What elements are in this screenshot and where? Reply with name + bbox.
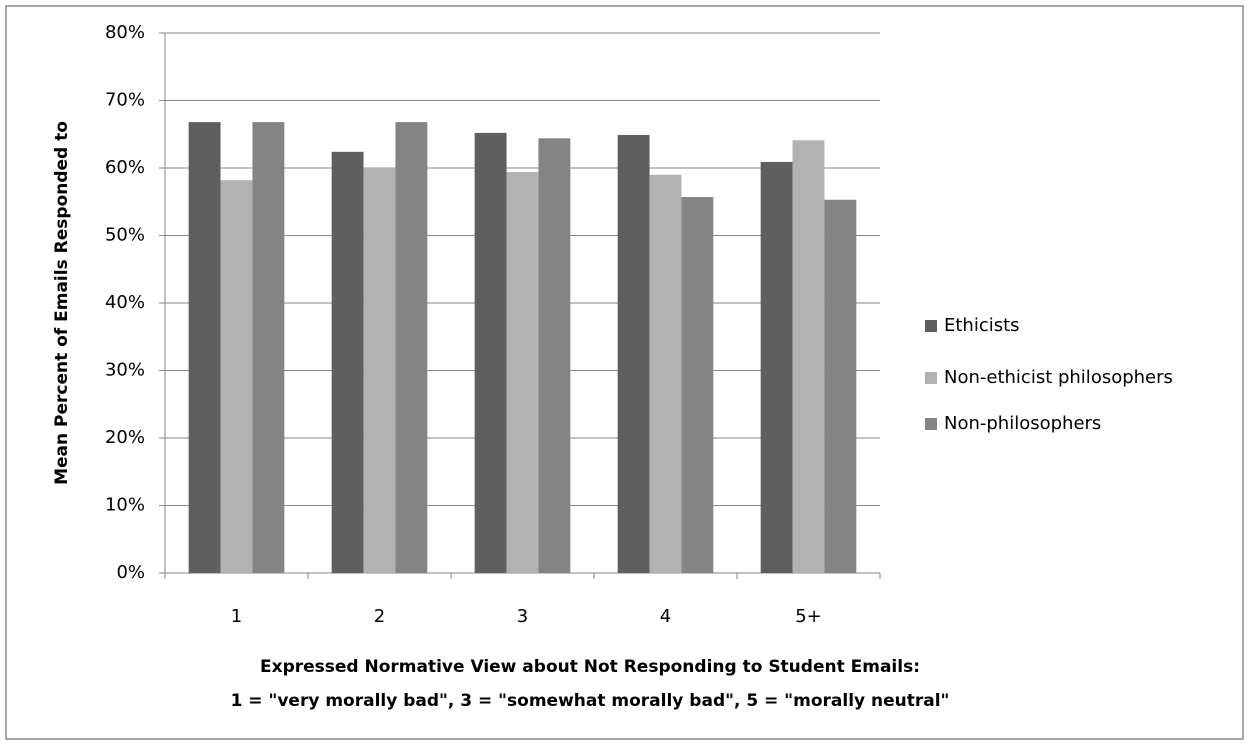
legend-label: Non-ethicist philosophers: [944, 367, 1173, 388]
bar: [760, 161, 793, 574]
y-tick-label: 70%: [105, 90, 145, 111]
bar: [506, 172, 539, 574]
y-tick-label: 40%: [105, 292, 145, 313]
y-tick-label: 80%: [105, 22, 145, 43]
y-tick-label: 30%: [105, 360, 145, 381]
x-tick-label: 2: [374, 606, 385, 627]
x-tick-label: 4: [660, 606, 671, 627]
bar: [363, 167, 396, 573]
bar: [474, 132, 507, 573]
legend-label: Ethicists: [944, 315, 1020, 336]
legend-label: Non-philosophers: [944, 413, 1101, 434]
bar: [649, 174, 682, 573]
y-axis-title: Mean Percent of Emails Responded to: [52, 121, 72, 485]
bar: [824, 199, 857, 573]
bar: [331, 151, 364, 574]
y-tick-label: 0%: [116, 562, 145, 583]
bar: [538, 138, 571, 574]
legend-swatch: [925, 320, 937, 332]
bar: [792, 140, 825, 573]
x-axis-title: Expressed Normative View about Not Respo…: [260, 657, 920, 677]
bar: [188, 122, 221, 573]
bar: [681, 197, 714, 573]
y-tick-label: 10%: [105, 495, 145, 516]
bar: [252, 122, 285, 573]
legend-swatch: [925, 418, 937, 430]
x-tick-label: 5+: [795, 606, 822, 627]
x-axis-title: 1 = "very morally bad", 3 = "somewhat mo…: [231, 691, 950, 711]
legend-swatch: [925, 372, 937, 384]
y-tick-label: 20%: [105, 427, 145, 448]
y-tick-label: 60%: [105, 157, 145, 178]
x-tick-label: 3: [517, 606, 528, 627]
bar: [395, 122, 428, 573]
bar: [617, 134, 650, 574]
bar: [220, 180, 253, 573]
x-tick-label: 1: [231, 606, 242, 627]
y-tick-label: 50%: [105, 225, 145, 246]
